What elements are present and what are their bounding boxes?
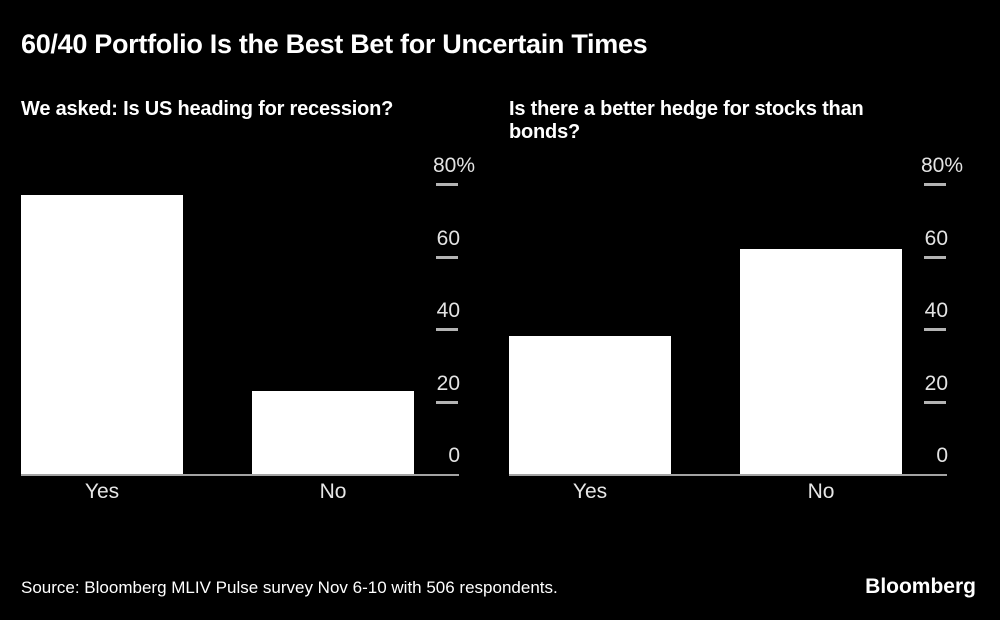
category-label: Yes [84, 480, 120, 503]
category-label: No [807, 480, 835, 503]
right-chart-question: Is there a better hedge for stocks than … [509, 98, 864, 143]
bar-yes [509, 336, 671, 474]
y-axis-tick [436, 255, 458, 259]
y-axis-label: 60 [436, 226, 460, 250]
y-axis-tick [436, 400, 458, 404]
y-axis-label: 60 [924, 226, 948, 250]
y-axis-label: 40 [436, 299, 460, 322]
y-axis-tick [924, 255, 946, 259]
category-label: No [319, 480, 347, 503]
bar-no [740, 249, 902, 474]
plot-area: 0 20 40 60 80% Yes No [509, 150, 963, 510]
source-note: Source: Bloomberg MLIV Pulse survey Nov … [21, 578, 558, 597]
plot-area: 0 20 40 60 80% Yes No [21, 150, 475, 510]
category-label: Yes [572, 480, 608, 503]
recession-bar-chart: 0 20 40 60 80% Yes No [21, 150, 475, 510]
x-axis-line [509, 474, 947, 476]
y-axis-label: 40 [924, 299, 948, 322]
y-axis-tick [924, 400, 946, 404]
bar-no [252, 391, 414, 474]
y-axis-label: 20 [436, 371, 460, 395]
left-chart-question: We asked: Is US heading for recession? [21, 98, 394, 120]
y-axis-tick [436, 328, 458, 331]
y-axis-label: 80% [432, 154, 475, 177]
x-axis-line [21, 474, 459, 476]
chart-title: 60/40 Portfolio Is the Best Bet for Unce… [21, 29, 648, 59]
y-axis-tick [436, 183, 458, 186]
y-axis-tick [924, 183, 946, 186]
y-axis-label: 0 [936, 444, 948, 467]
y-axis-label: 80% [920, 154, 963, 177]
y-axis-label: 20 [924, 371, 948, 395]
bloomberg-logo: Bloomberg [865, 575, 976, 598]
bar-yes [21, 195, 183, 474]
hedge-bar-chart: 0 20 40 60 80% Yes No [509, 150, 963, 510]
y-axis-label: 0 [448, 444, 460, 467]
y-axis-tick [924, 328, 946, 331]
